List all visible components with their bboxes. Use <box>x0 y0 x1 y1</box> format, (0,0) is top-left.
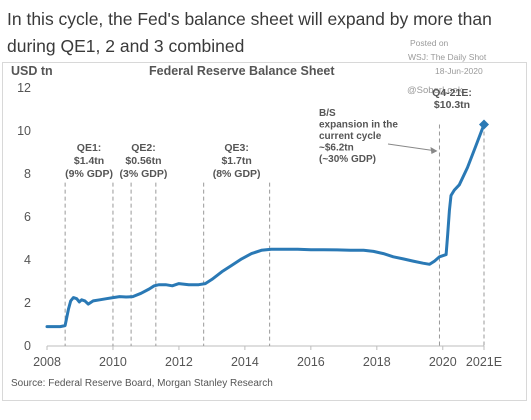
x-tick-label: 2008 <box>33 355 61 369</box>
headline: In this cycle, the Fed's balance sheet w… <box>7 9 492 56</box>
y-tick-label: 4 <box>24 253 31 267</box>
qe-annotation-text: (9% GDP) <box>65 168 113 180</box>
qe-annotation-text: (3% GDP) <box>120 168 168 180</box>
current-cycle-text: expansion in the <box>319 120 398 131</box>
x-tick-label: 2010 <box>99 355 127 369</box>
y-tick-label: 8 <box>24 167 31 181</box>
qe-annotation-text: QE2: <box>131 142 156 154</box>
y-tick-label: 2 <box>24 296 31 310</box>
current-cycle-text: B/S <box>319 108 336 119</box>
x-tick-label: 2014 <box>231 355 259 369</box>
posted-source-label: WSJ: The Daily Shot <box>408 52 487 62</box>
posted-date-label: 18-Jun-2020 <box>435 66 483 76</box>
endpoint-marker <box>479 119 489 130</box>
qe-annotation-text: QE1: <box>77 142 102 154</box>
y-axis-unit-label: USD tn <box>11 64 53 78</box>
current-cycle-text: (~30% GDP) <box>319 154 376 165</box>
qe-annotation-text: $0.56tn <box>125 155 161 167</box>
x-tick-label: 2020 <box>429 355 457 369</box>
qe-annotation-text: $1.7tn <box>221 155 251 167</box>
posted-on-label: Posted on <box>410 38 449 48</box>
chart-title: Federal Reserve Balance Sheet <box>149 64 335 78</box>
y-tick-label: 10 <box>17 124 31 138</box>
watermark: @SoberLook <box>407 85 463 96</box>
endpoint-label: $10.3tn <box>434 99 470 111</box>
current-cycle-text: current cycle <box>319 131 382 142</box>
y-tick-label: 0 <box>24 339 31 353</box>
source-note: Source: Federal Reserve Board, Morgan St… <box>11 378 273 389</box>
qe-annotation-text: QE3: <box>224 142 249 154</box>
qe-annotation-text: (8% GDP) <box>213 168 261 180</box>
chart-frame <box>2 62 527 401</box>
x-tick-label: 2021E <box>466 355 502 369</box>
x-tick-label: 2012 <box>165 355 193 369</box>
x-tick-label: 2016 <box>297 355 325 369</box>
annotation-arrowhead <box>430 147 438 154</box>
series-line <box>45 123 486 329</box>
endpoint-label: Q4-21E: <box>432 87 472 99</box>
y-tick-label: 12 <box>17 81 31 95</box>
current-cycle-text: ~$6.2tn <box>319 143 354 154</box>
qe-annotation-text: $1.4tn <box>74 155 104 167</box>
x-tick-label: 2018 <box>363 355 391 369</box>
y-tick-label: 6 <box>24 210 31 224</box>
annotation-arrow-line <box>387 143 437 152</box>
